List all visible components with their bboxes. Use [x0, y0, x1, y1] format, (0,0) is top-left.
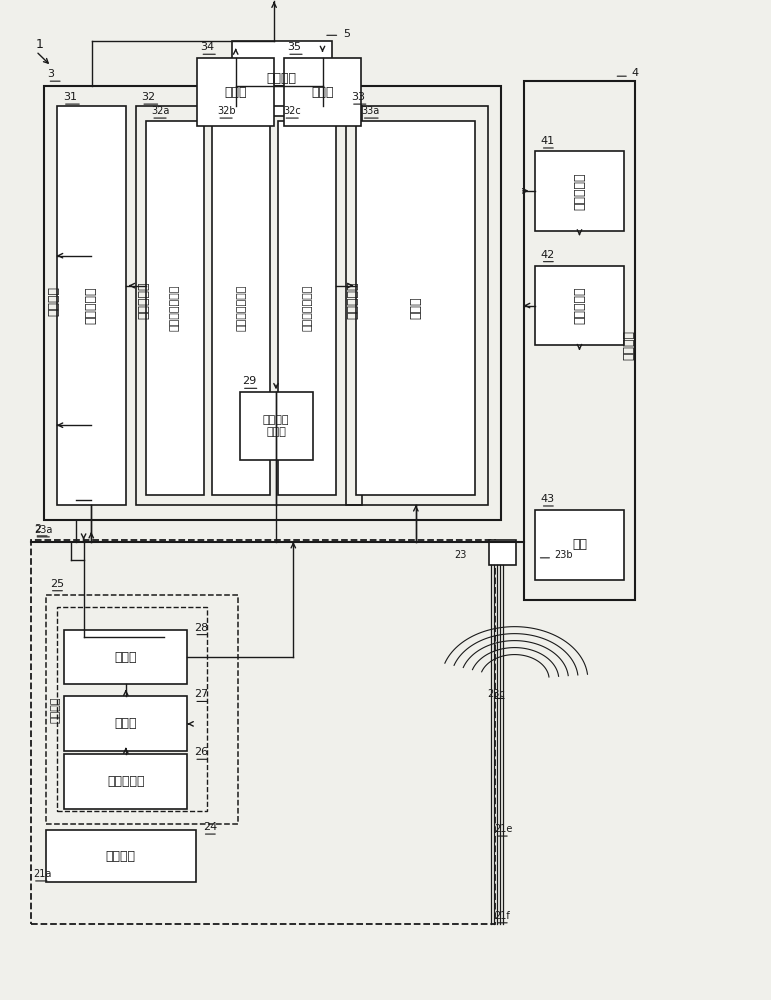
- Text: 32b: 32b: [217, 106, 236, 116]
- Text: 攝像面陣列: 攝像面陣列: [107, 775, 145, 788]
- Bar: [197, 58, 274, 126]
- Bar: [46, 830, 196, 882]
- Text: 27: 27: [194, 689, 208, 699]
- Bar: [65, 754, 187, 809]
- Bar: [57, 607, 207, 811]
- Bar: [46, 595, 238, 824]
- Text: 處理裝置: 處理裝置: [47, 286, 60, 316]
- Text: 放大器: 放大器: [115, 651, 137, 664]
- Bar: [212, 121, 271, 495]
- Text: 21f: 21f: [494, 911, 510, 921]
- Text: 光源控制部: 光源控制部: [573, 172, 586, 210]
- Text: 顯示裝置: 顯示裝置: [267, 72, 297, 85]
- Bar: [356, 121, 476, 495]
- Bar: [146, 121, 204, 495]
- Text: 光學系統: 光學系統: [106, 850, 136, 863]
- Bar: [535, 266, 624, 345]
- Text: 32a: 32a: [151, 106, 170, 116]
- Text: 41: 41: [540, 136, 555, 146]
- Bar: [524, 81, 635, 600]
- Text: 攝像元件: 攝像元件: [51, 696, 61, 723]
- Bar: [490, 540, 516, 565]
- Text: 光源: 光源: [572, 538, 587, 551]
- Bar: [284, 58, 361, 126]
- Text: 33a: 33a: [362, 106, 380, 116]
- Text: 5: 5: [343, 29, 350, 39]
- Text: 1: 1: [36, 38, 44, 51]
- Text: 光源裝置: 光源裝置: [622, 330, 635, 360]
- Bar: [136, 106, 362, 505]
- Text: 23a: 23a: [35, 525, 52, 535]
- Text: 34: 34: [200, 42, 214, 52]
- Bar: [65, 696, 187, 751]
- Text: 配置存儲器: 配置存儲器: [137, 282, 150, 319]
- Text: 2: 2: [35, 524, 42, 534]
- Text: 23: 23: [455, 550, 467, 560]
- Text: 4: 4: [631, 68, 638, 78]
- Bar: [535, 510, 624, 580]
- Text: 單色用配置數據: 單色用配置數據: [302, 285, 312, 331]
- Text: 28: 28: [194, 623, 208, 633]
- Text: 25: 25: [50, 579, 64, 589]
- Text: 26: 26: [194, 747, 208, 757]
- Text: 配置控制部: 配置控制部: [347, 282, 360, 319]
- Text: 取采器: 取采器: [115, 717, 137, 730]
- Bar: [44, 86, 500, 520]
- Text: 32c: 32c: [283, 106, 301, 116]
- Bar: [535, 151, 624, 231]
- Text: 23c: 23c: [488, 689, 506, 699]
- Text: 3: 3: [48, 69, 55, 79]
- Bar: [31, 540, 495, 924]
- Text: 31: 31: [63, 92, 77, 102]
- Text: 23b: 23b: [554, 550, 573, 560]
- Text: 32: 32: [141, 92, 155, 102]
- Text: 35: 35: [287, 42, 301, 52]
- Text: 補色用配置數據: 補色用配置數據: [170, 285, 180, 331]
- Bar: [240, 392, 312, 460]
- Bar: [232, 41, 332, 116]
- Text: 輸入部: 輸入部: [224, 86, 247, 99]
- Text: 33: 33: [351, 92, 365, 102]
- Text: 存儲部: 存儲部: [311, 86, 334, 99]
- Text: 21e: 21e: [494, 824, 513, 834]
- Text: 24: 24: [203, 822, 217, 832]
- Text: 識別信息
存儲器: 識別信息 存儲器: [263, 415, 289, 437]
- Bar: [278, 121, 336, 495]
- Text: 圖像處理部: 圖像處理部: [85, 287, 98, 324]
- Bar: [65, 630, 187, 684]
- Text: 42: 42: [540, 250, 555, 260]
- Text: 43: 43: [540, 494, 555, 504]
- Text: 原色用配置數據: 原色用配置數據: [236, 285, 246, 331]
- Text: 21a: 21a: [33, 869, 51, 879]
- Text: 29: 29: [242, 376, 256, 386]
- Bar: [345, 106, 488, 505]
- Text: 控制部: 控制部: [409, 297, 423, 319]
- Bar: [57, 106, 126, 505]
- Text: 光源驅動器: 光源驅動器: [573, 287, 586, 324]
